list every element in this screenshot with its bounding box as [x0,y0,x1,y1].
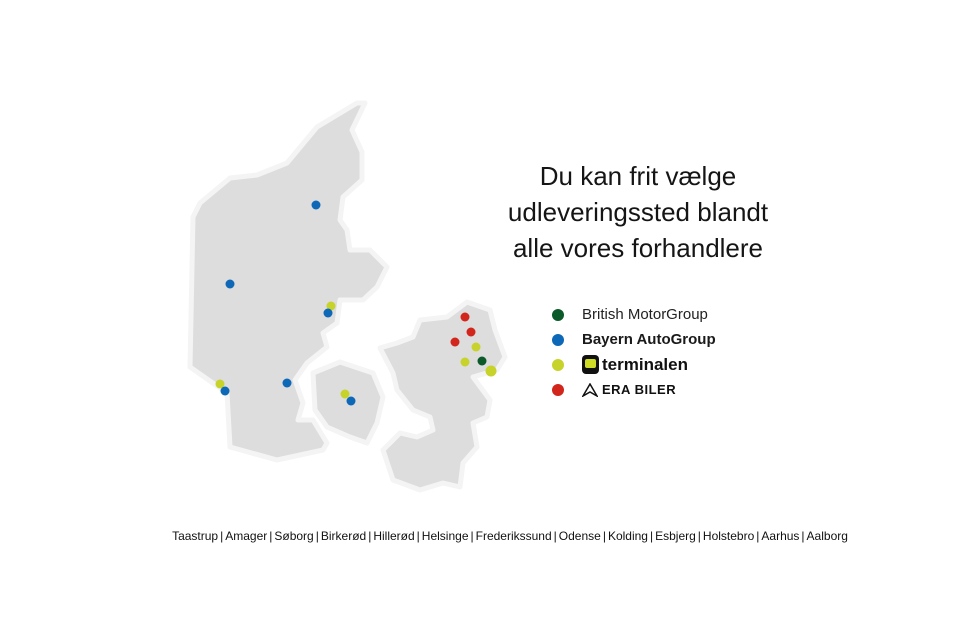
dealer-marker-bayern-autogroup [220,386,230,396]
dot-icon [552,358,564,371]
city-name: Søborg [274,529,314,543]
dealer-marker-terminalen [326,301,336,311]
headline-line: alle vores forhandlere [512,233,764,263]
city-name: Frederikssund [475,529,552,543]
terminalen-logo: terminalen [582,355,688,375]
separator: | [801,529,805,543]
city-name: Helsinge [421,529,469,543]
dealer-marker-bayern-autogroup [282,378,292,388]
dot-icon [552,383,564,396]
legend-item-british-motorgroup: British MotorGroup [552,302,716,327]
legend-item-bayern-autogroup: Bayern AutoGroup [552,327,716,352]
dealer-marker-bayern-autogroup [225,279,235,289]
city-name: Kolding [607,529,648,543]
region-zealand [377,299,508,493]
separator: | [470,529,474,543]
dealer-marker-terminalen [471,342,481,352]
city-name: Birkerød [320,529,367,543]
dealer-marker-bayern-autogroup [311,200,321,210]
era-biler-logo: ERA BILER [582,382,676,397]
city-name: Holstebro [702,529,755,543]
dealer-marker-terminalen [485,365,497,377]
separator: | [368,529,372,543]
dealer-marker-bayern-autogroup [323,308,333,318]
separator: | [220,529,224,543]
separator: | [602,529,606,543]
dot-icon [552,333,564,346]
city-name: Odense [558,529,601,543]
dealer-marker-bayern-autogroup [346,396,356,406]
dealer-marker-era-biler [460,312,470,322]
dealer-marker-terminalen [460,357,470,367]
separator: | [553,529,557,543]
separator: | [416,529,420,543]
legend-label: ERA BILER [602,382,677,397]
dealer-marker-era-biler [450,337,460,347]
city-name: Aarhus [761,529,800,543]
region-jutland [187,100,390,463]
city-name: Esbjerg [655,529,696,543]
terminalen-logo-icon [582,355,599,374]
separator: | [649,529,654,543]
dot-icon [552,308,564,321]
legend-item-era-biler: ERA BILER [552,377,716,402]
headline-line: udleveringssted blandt [507,197,769,227]
dealer-marker-british-motorgroup [477,356,487,366]
city-name: Aalborg [806,529,848,543]
legend-label: Bayern AutoGroup [582,331,716,348]
city-name: Taastrup [172,529,219,543]
dealer-marker-era-biler [466,327,476,337]
separator: | [756,529,760,543]
city-name: Hillerød [373,529,415,543]
city-name: Amager [225,529,268,543]
separator: | [697,529,701,543]
legend: British MotorGroup Bayern AutoGroup term… [552,302,716,402]
era-triangle-logo-icon [582,382,598,397]
headline: Du kan frit vælge udleveringssted blandt… [460,158,816,266]
legend-label: terminalen [602,354,688,374]
separator: | [315,529,319,543]
city-list: Taastrup | Amager | Søborg | Birkerød | Hillerød… [0,529,960,543]
dealer-marker-terminalen [215,379,225,389]
legend-label: British MotorGroup [582,306,708,323]
dealer-marker-terminalen [340,389,350,399]
headline-line: Du kan frit vælge [539,161,737,191]
legend-item-terminalen: terminalen [552,352,716,377]
separator: | [269,529,273,543]
